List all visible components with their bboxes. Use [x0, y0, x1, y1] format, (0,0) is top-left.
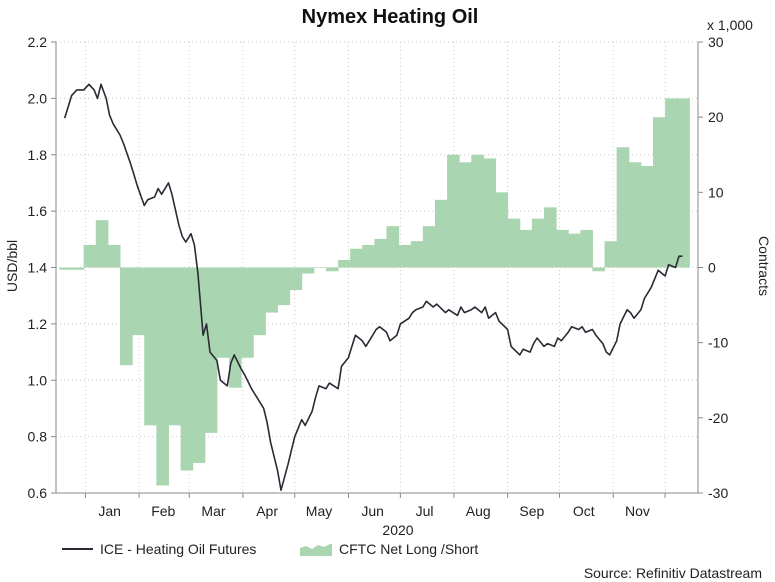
- x-tick-label: Apr: [256, 503, 278, 519]
- legend: ICE - Heating Oil Futures CFTC Net Long …: [62, 541, 478, 557]
- cftc-area-bar: [289, 267, 303, 291]
- cftc-area-bar: [216, 267, 230, 358]
- cftc-area-bar: [253, 267, 266, 336]
- cftc-area-bar: [410, 241, 424, 268]
- cftc-area-bar: [59, 267, 73, 270]
- cftc-area-bar: [83, 244, 97, 268]
- cftc-area-bar: [543, 207, 557, 268]
- cftc-area-bar: [616, 147, 630, 268]
- cftc-area-bar: [604, 241, 618, 268]
- x-tick-label: Jun: [361, 503, 384, 519]
- cftc-area-bar: [495, 192, 509, 268]
- cftc-area-bar: [459, 162, 472, 268]
- y2-tick-label: -30: [708, 485, 728, 501]
- cftc-area-bar: [677, 98, 690, 268]
- cftc-area-bar: [301, 267, 315, 274]
- y-tick-label: 1.6: [28, 203, 48, 219]
- y2-tick-label: 0: [708, 260, 716, 276]
- y2-tick-label: 30: [708, 34, 724, 50]
- x-tick-label: Aug: [466, 503, 491, 519]
- y-tick-label: 2.0: [28, 90, 48, 106]
- cftc-area-bar: [229, 267, 242, 388]
- cftc-area-bar: [132, 267, 145, 336]
- cftc-area-bar: [144, 267, 157, 426]
- cftc-area-bar: [180, 267, 194, 471]
- x-tick-label: Mar: [201, 503, 225, 519]
- y-tick-label: 1.4: [28, 260, 48, 276]
- cftc-area-bar: [556, 229, 569, 268]
- cftc-area-bar: [665, 98, 678, 268]
- cftc-area-bar: [192, 267, 206, 463]
- cftc-area-bar: [519, 229, 533, 268]
- cftc-area-bar: [156, 267, 169, 486]
- cftc-area-bar: [71, 267, 85, 270]
- cftc-area-bar: [120, 267, 133, 366]
- x-tick-label: Nov: [625, 503, 650, 519]
- cftc-area-bar: [434, 199, 448, 268]
- cftc-area-bar: [640, 166, 654, 268]
- x-tick-label: Jul: [416, 503, 434, 519]
- y2-tick-label: -20: [708, 410, 728, 426]
- cftc-area-bar: [338, 259, 351, 268]
- y2-tick-label: 20: [708, 109, 724, 125]
- cftc-area-bar: [325, 267, 339, 272]
- y-tick-label: 1.0: [28, 372, 48, 388]
- cftc-area-bar: [422, 226, 436, 268]
- x-tick-label: Jan: [98, 503, 121, 519]
- cftc-area-bar: [107, 244, 121, 268]
- y2-multiplier-label: x 1,000: [707, 17, 753, 33]
- cftc-area-bar: [568, 233, 581, 268]
- cftc-area-bar: [350, 248, 363, 268]
- cftc-area-bar: [277, 267, 291, 306]
- cftc-area-bar: [471, 154, 484, 268]
- cftc-area-bar: [362, 244, 375, 268]
- y-tick-label: 0.8: [28, 429, 48, 445]
- y-tick-label: 0.6: [28, 485, 48, 501]
- x-tick-label: Feb: [151, 503, 175, 519]
- x-tick-label: Oct: [573, 503, 595, 519]
- cftc-area-bar: [483, 158, 497, 268]
- cftc-area-bar: [628, 162, 642, 268]
- legend-label-futures: ICE - Heating Oil Futures: [100, 541, 256, 557]
- y-tick-label: 1.8: [28, 147, 48, 163]
- y-tick-label: 2.2: [28, 34, 48, 50]
- cftc-area-bar: [580, 229, 593, 268]
- x-axis-title: 2020: [382, 522, 413, 538]
- cftc-area-bar: [447, 154, 460, 268]
- chart-title: Nymex Heating Oil: [302, 6, 479, 28]
- cftc-area-bar: [386, 226, 400, 268]
- cftc-area-bar: [374, 238, 388, 268]
- y2-tick-label: 10: [708, 184, 724, 200]
- legend-label-cftc: CFTC Net Long /Short: [339, 541, 478, 557]
- cftc-area-bar: [531, 218, 545, 268]
- cftc-area-bar: [168, 267, 182, 426]
- x-tick-label: Sep: [519, 503, 544, 519]
- source-note: Source: Refinitiv Datastream: [584, 565, 762, 581]
- cftc-area-bar: [241, 267, 254, 358]
- futures-series-line: [63, 83, 683, 491]
- cftc-area-bar: [592, 267, 606, 272]
- cftc-area-bar: [204, 267, 218, 433]
- y2-tick-label: -10: [708, 335, 728, 351]
- cftc-area-bar: [398, 244, 412, 268]
- y-tick-label: 1.2: [28, 316, 48, 332]
- cftc-area-bar: [507, 218, 521, 268]
- cftc-area-bar: [313, 267, 327, 268]
- x-tick-label: May: [306, 503, 332, 519]
- y2-axis-title: Contracts: [756, 236, 772, 296]
- cftc-area-bar: [653, 117, 666, 268]
- y-axis-title: USD/bbl: [4, 240, 20, 292]
- cftc-area-bar: [95, 220, 109, 268]
- cftc-area-bar: [265, 267, 278, 313]
- legend-swatch-area: [300, 544, 332, 556]
